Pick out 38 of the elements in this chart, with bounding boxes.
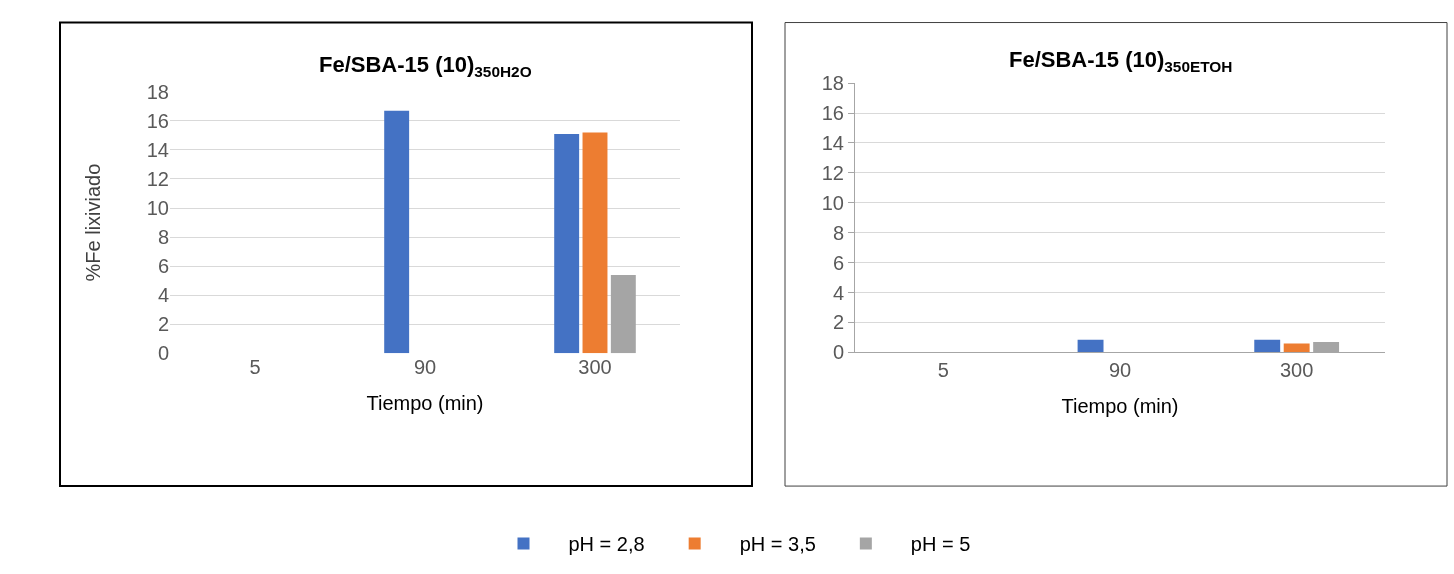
- y-tick-label: 18: [146, 80, 169, 103]
- y-tick-label: 10: [146, 197, 169, 220]
- x-tick-label: 300: [1279, 359, 1314, 382]
- y-tick-label: 6: [832, 251, 844, 274]
- bar: [610, 274, 636, 354]
- chart-title: Fe/SBA-15 (10)$_{350ETOH}$: [1009, 47, 1233, 75]
- y-tick-label: 10: [821, 191, 844, 214]
- legend-label: pH = 5: [910, 533, 971, 556]
- y-tick-label: 12: [821, 161, 844, 184]
- x-tick-label: 300: [578, 356, 612, 379]
- x-axis-title: Tiempo (min): [366, 391, 484, 414]
- x-tick-label: 90: [1108, 359, 1132, 382]
- x-axis-title: Tiempo (min): [1061, 394, 1179, 417]
- y-axis-title: %Fe lixiviado: [82, 163, 105, 282]
- bar: [554, 133, 580, 354]
- y-tick-label: 4: [157, 284, 169, 307]
- y-tick-label: 0: [832, 341, 844, 364]
- y-tick-label: 2: [157, 313, 169, 336]
- bar: [384, 110, 410, 354]
- y-tick-label: 12: [146, 167, 169, 190]
- x-tick-label: 5: [937, 359, 949, 382]
- y-tick-label: 8: [157, 226, 169, 249]
- y-tick-label: 8: [832, 221, 844, 244]
- bar: [582, 132, 608, 354]
- y-tick-label: 16: [821, 102, 844, 125]
- y-tick-label: 4: [832, 281, 844, 304]
- y-tick-label: 14: [146, 138, 169, 161]
- y-tick-label: 16: [146, 109, 169, 132]
- y-tick-label: 6: [157, 255, 169, 278]
- x-tick-label: 90: [413, 356, 437, 379]
- legend-label: pH = 3,5: [739, 533, 816, 556]
- chart-title: Fe/SBA-15 (10)$_{350H2O}$: [319, 52, 532, 80]
- y-tick-label: 0: [157, 342, 169, 365]
- legend-label: pH = 2,8: [568, 533, 645, 556]
- y-tick-label: 14: [821, 131, 844, 154]
- y-tick-label: 2: [832, 311, 844, 334]
- x-tick-label: 5: [249, 356, 261, 379]
- y-tick-label: 18: [821, 72, 844, 95]
